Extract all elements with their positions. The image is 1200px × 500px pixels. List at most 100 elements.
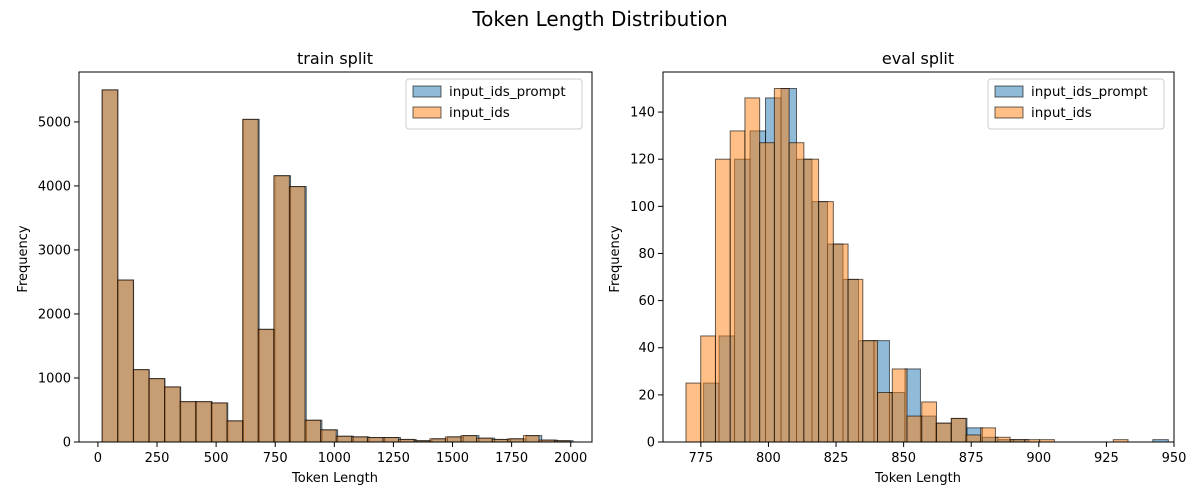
eval-split-bar-input-ids [685,382,702,443]
eval-split-bar-input-ids [744,97,761,443]
train-split-bar-input-ids [382,437,400,443]
train-split-xlabel: Token Length [291,471,378,486]
train-split-bar-input-ids [164,386,181,443]
train-split-bar-input-ids [366,437,384,443]
train-split-xtick-label: 1000 [318,451,351,466]
train-split-ytick-label: 5000 [38,115,71,130]
train-split-xtick-label: 500 [204,451,229,466]
figure-title: Token Length Distribution [471,7,727,31]
eval-split-bar-input-ids [891,368,908,443]
train-split-panel: train split 0 250 500 750 1000 1250 1500 1750 20… [16,49,593,486]
train-split-legend-swatch [412,85,442,98]
train-split-title: train split [297,49,373,68]
train-split-bar-input-ids [444,436,462,443]
train-split-bars [101,89,574,443]
train-split-bar-input-ids [117,279,134,443]
eval-split-bar-input-ids [803,158,820,443]
eval-split-bar-input-ids [818,201,834,443]
train-split-bar-input-ids [522,435,540,443]
train-split-bar-input-ids [257,328,275,443]
eval-split-ticks: 775 800 825 850 875 900 925 950 0 20 40 60 80 100 120 1… [630,106,1186,466]
eval-split-ylabel: Frequency [608,225,623,292]
train-split-bar-input-ids [273,175,290,443]
eval-split-bar-input-ids [921,401,937,443]
train-split-bar-input-ids [476,437,493,443]
eval-split-xtick-label: 875 [959,451,984,466]
eval-split-bar-input-ids [714,158,731,443]
eval-split-bar-input-ids [832,243,849,443]
eval-split-bar-input-ids [788,142,805,443]
eval-split-ytick-label: 40 [638,341,655,356]
eval-split-bar-input-ids [862,340,879,443]
eval-split-bar-input-ids [759,142,775,443]
eval-split-ytick-label: 140 [630,106,655,121]
train-split-xtick-label: 2000 [554,451,587,466]
eval-split-bar-input-ids [935,422,952,443]
train-split-xtick-label: 1750 [495,451,528,466]
eval-split-xtick-label: 925 [1094,451,1119,466]
train-split-bar-input-ids [101,89,119,443]
eval-split-bar-input-ids [980,427,996,443]
train-split-ytick-label: 2000 [38,307,71,322]
train-split-bar-input-ids [304,419,322,443]
train-split-axes-frame [78,71,593,443]
train-split-ticks: 0 250 500 750 1000 1250 1500 1750 2000 0 1000 2000 3… [38,115,587,466]
train-split-bar-input-ids [242,118,259,443]
train-split-xtick-label: 750 [263,451,288,466]
train-split-legend-label: input_ids_prompt [449,84,566,100]
train-split-xtick-label: 1250 [377,451,410,466]
eval-split-panel: eval split 775 800 825 850 875 900 925 950 0 20 40… [608,49,1186,486]
eval-split-xtick-label: 900 [1026,451,1051,466]
train-split-bar-input-ids [335,435,353,443]
train-split-ylabel: Frequency [16,225,31,292]
eval-split-bar-input-ids [847,278,864,443]
train-split-legend: input_ids_prompt input_ids [405,78,583,130]
train-split-bar-input-ids [195,401,212,443]
train-split-xtick-label: 0 [94,451,102,466]
eval-split-bar-input-ids [729,130,746,443]
train-split-ytick-label: 4000 [38,179,71,194]
train-split-bar-input-ids [148,378,166,443]
eval-split-legend-box [987,78,1165,130]
eval-split-xtick-label: 950 [1162,451,1187,466]
eval-split-legend: input_ids_prompt input_ids [987,78,1165,130]
eval-split-bar-input-ids [994,436,1011,443]
eval-split-xtick-label: 850 [891,451,916,466]
train-split-bar-input-ids [320,429,337,443]
eval-split-xtick-label: 775 [688,451,713,466]
eval-split-bar-input-ids [773,88,790,443]
eval-split-bar-input-ids [700,335,716,443]
train-split-bar-input-ids [132,369,150,443]
eval-split-legend-label: input_ids [1031,105,1092,121]
eval-split-bar-input-ids [906,415,923,443]
eval-split-title: eval split [882,49,954,68]
train-split-bar-input-ids [210,402,228,443]
eval-split-legend-label: input_ids_prompt [1031,84,1148,100]
eval-split-axes-frame [662,71,1175,443]
eval-split-bar-input-ids [950,417,967,443]
train-split-bar-input-ids [288,186,306,443]
eval-split-ytick-label: 0 [647,436,655,451]
train-split-bar-input-ids [226,420,244,443]
eval-split-ytick-label: 20 [638,388,655,403]
eval-split-ytick-label: 80 [638,247,655,262]
train-split-xtick-label: 250 [145,451,170,466]
train-split-ytick-label: 1000 [38,371,71,386]
train-split-legend-label: input_ids [449,105,510,121]
train-split-legend-box [405,78,583,130]
eval-split-ytick-label: 120 [630,153,655,168]
eval-split-ytick-label: 60 [638,294,655,309]
eval-split-bars [685,88,1169,443]
eval-split-xtick-label: 800 [756,451,781,466]
eval-split-legend-swatch [994,106,1024,119]
train-split-xtick-label: 1500 [436,451,469,466]
eval-split-xlabel: Token Length [874,471,961,486]
eval-split-legend-swatch [994,85,1024,98]
eval-split-bar-input-ids [877,392,893,443]
eval-split-bar-input-ids [965,434,982,443]
train-split-bar-input-ids [351,436,368,443]
train-split-ytick-label: 3000 [38,243,71,258]
train-split-bar-input-ids [460,435,478,443]
train-split-ytick-label: 0 [63,436,71,451]
